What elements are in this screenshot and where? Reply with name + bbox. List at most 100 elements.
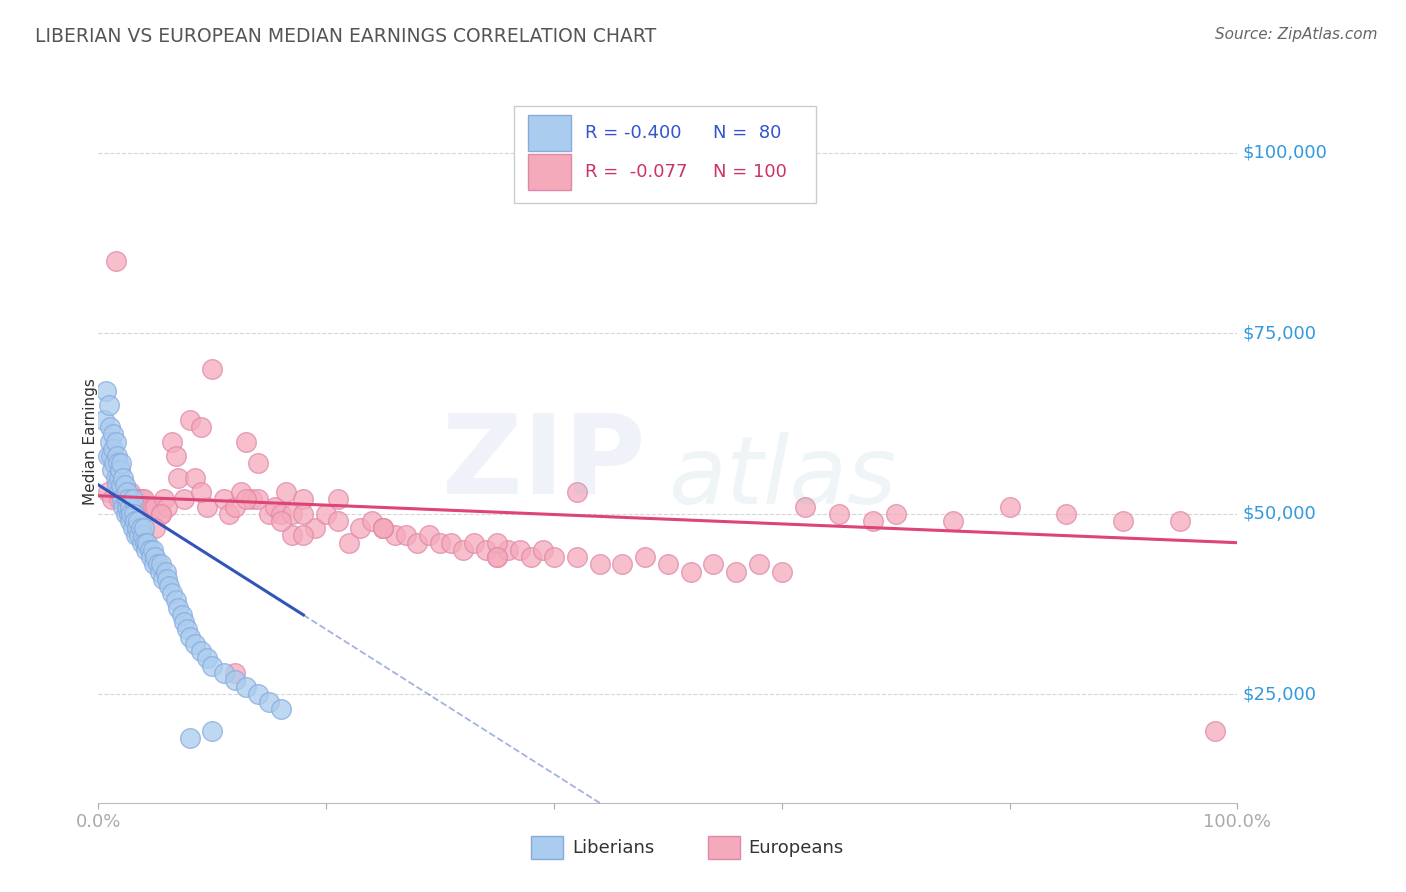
Point	[108, 492, 131, 507]
Point	[124, 492, 146, 507]
Point	[93, 413, 115, 427]
Point	[98, 434, 121, 449]
Point	[371, 521, 394, 535]
Point	[184, 637, 207, 651]
Point	[451, 542, 474, 557]
Point	[292, 492, 315, 507]
Point	[114, 492, 136, 507]
Point	[229, 485, 252, 500]
Point	[103, 442, 125, 456]
Text: $25,000: $25,000	[1243, 685, 1317, 704]
Point	[463, 535, 485, 549]
Point	[326, 514, 349, 528]
Point	[96, 485, 118, 500]
Point	[153, 492, 176, 507]
Point	[157, 579, 180, 593]
Text: $75,000: $75,000	[1243, 324, 1317, 343]
Point	[146, 558, 169, 572]
Point	[565, 485, 588, 500]
Text: ZIP: ZIP	[441, 409, 645, 516]
Point	[270, 702, 292, 716]
Point	[135, 500, 157, 514]
Point	[1170, 514, 1192, 528]
Point	[240, 492, 263, 507]
Point	[101, 463, 124, 477]
Point	[132, 521, 155, 535]
Point	[131, 528, 153, 542]
Point	[259, 695, 281, 709]
Point	[112, 500, 135, 514]
Point	[218, 507, 240, 521]
Point	[588, 558, 610, 572]
FancyBboxPatch shape	[527, 154, 571, 190]
Point	[142, 542, 165, 557]
Point	[486, 550, 509, 565]
Point	[406, 535, 429, 549]
Point	[246, 492, 269, 507]
Point	[120, 507, 142, 521]
FancyBboxPatch shape	[707, 836, 740, 859]
Point	[105, 449, 128, 463]
Point	[162, 586, 184, 600]
Point	[128, 528, 150, 542]
Point	[770, 565, 793, 579]
Point	[201, 658, 224, 673]
Point	[337, 535, 360, 549]
Point	[498, 542, 520, 557]
Point	[531, 542, 554, 557]
Point	[149, 565, 172, 579]
Point	[121, 521, 143, 535]
Point	[115, 485, 138, 500]
Point	[97, 398, 120, 412]
Point	[371, 521, 394, 535]
Point	[195, 500, 218, 514]
Point	[108, 470, 131, 484]
Point	[114, 507, 136, 521]
Point	[145, 500, 167, 514]
Point	[679, 565, 702, 579]
Point	[395, 528, 418, 542]
Point	[150, 558, 173, 572]
Point	[100, 449, 122, 463]
Point	[1112, 514, 1135, 528]
Point	[281, 507, 304, 521]
Point	[235, 680, 257, 694]
Point	[212, 665, 235, 680]
Point	[543, 550, 565, 565]
Point	[190, 420, 212, 434]
Point	[110, 478, 132, 492]
Point	[565, 550, 588, 565]
Point	[132, 492, 155, 507]
Point	[270, 514, 292, 528]
Point	[115, 485, 138, 500]
Point	[998, 500, 1021, 514]
Point	[748, 558, 770, 572]
Point	[179, 630, 201, 644]
Point	[184, 470, 207, 484]
Point	[96, 384, 118, 398]
Point	[138, 542, 160, 557]
FancyBboxPatch shape	[527, 115, 571, 151]
FancyBboxPatch shape	[515, 105, 815, 203]
Point	[136, 535, 159, 549]
Point	[165, 449, 187, 463]
Point	[112, 470, 135, 484]
Point	[1204, 723, 1226, 738]
Point	[1054, 507, 1078, 521]
Point	[104, 470, 127, 484]
Point	[162, 434, 184, 449]
Point	[150, 507, 173, 521]
Point	[110, 456, 132, 470]
Point	[828, 507, 851, 521]
Point	[155, 565, 177, 579]
Text: Liberians: Liberians	[572, 838, 654, 856]
FancyBboxPatch shape	[531, 836, 562, 859]
Point	[152, 572, 174, 586]
Point	[120, 500, 142, 514]
Point	[201, 723, 224, 738]
Text: Europeans: Europeans	[749, 838, 844, 856]
Point	[384, 528, 406, 542]
Point	[520, 550, 543, 565]
Point	[120, 514, 142, 528]
Point	[246, 687, 269, 701]
